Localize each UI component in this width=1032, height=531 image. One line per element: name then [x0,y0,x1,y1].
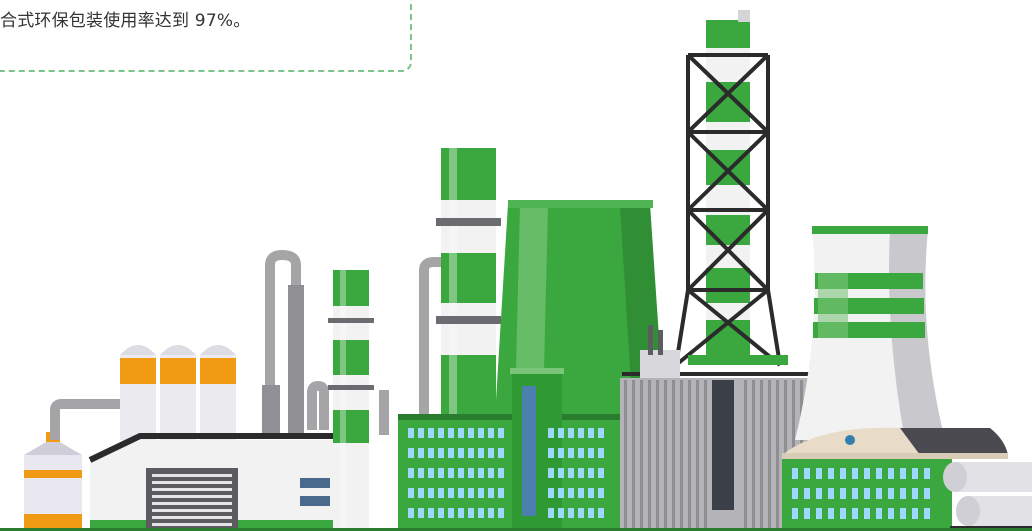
text-callout-box [0,0,412,72]
warehouse [88,433,340,531]
silos [120,345,236,440]
grey-ribbed-building [620,325,835,531]
horizontal-tanks [943,462,1032,531]
small-chimney [328,270,374,531]
small-tank [24,432,82,531]
ground-line [0,528,1032,531]
grey-pipes [265,249,445,435]
domed-building [782,427,1008,531]
cooling-tower-white [795,226,945,440]
lattice-tower [674,10,788,367]
callout-text: 合式环保包装使用率达到 97%。 [0,11,251,31]
green-office-building [398,368,620,531]
